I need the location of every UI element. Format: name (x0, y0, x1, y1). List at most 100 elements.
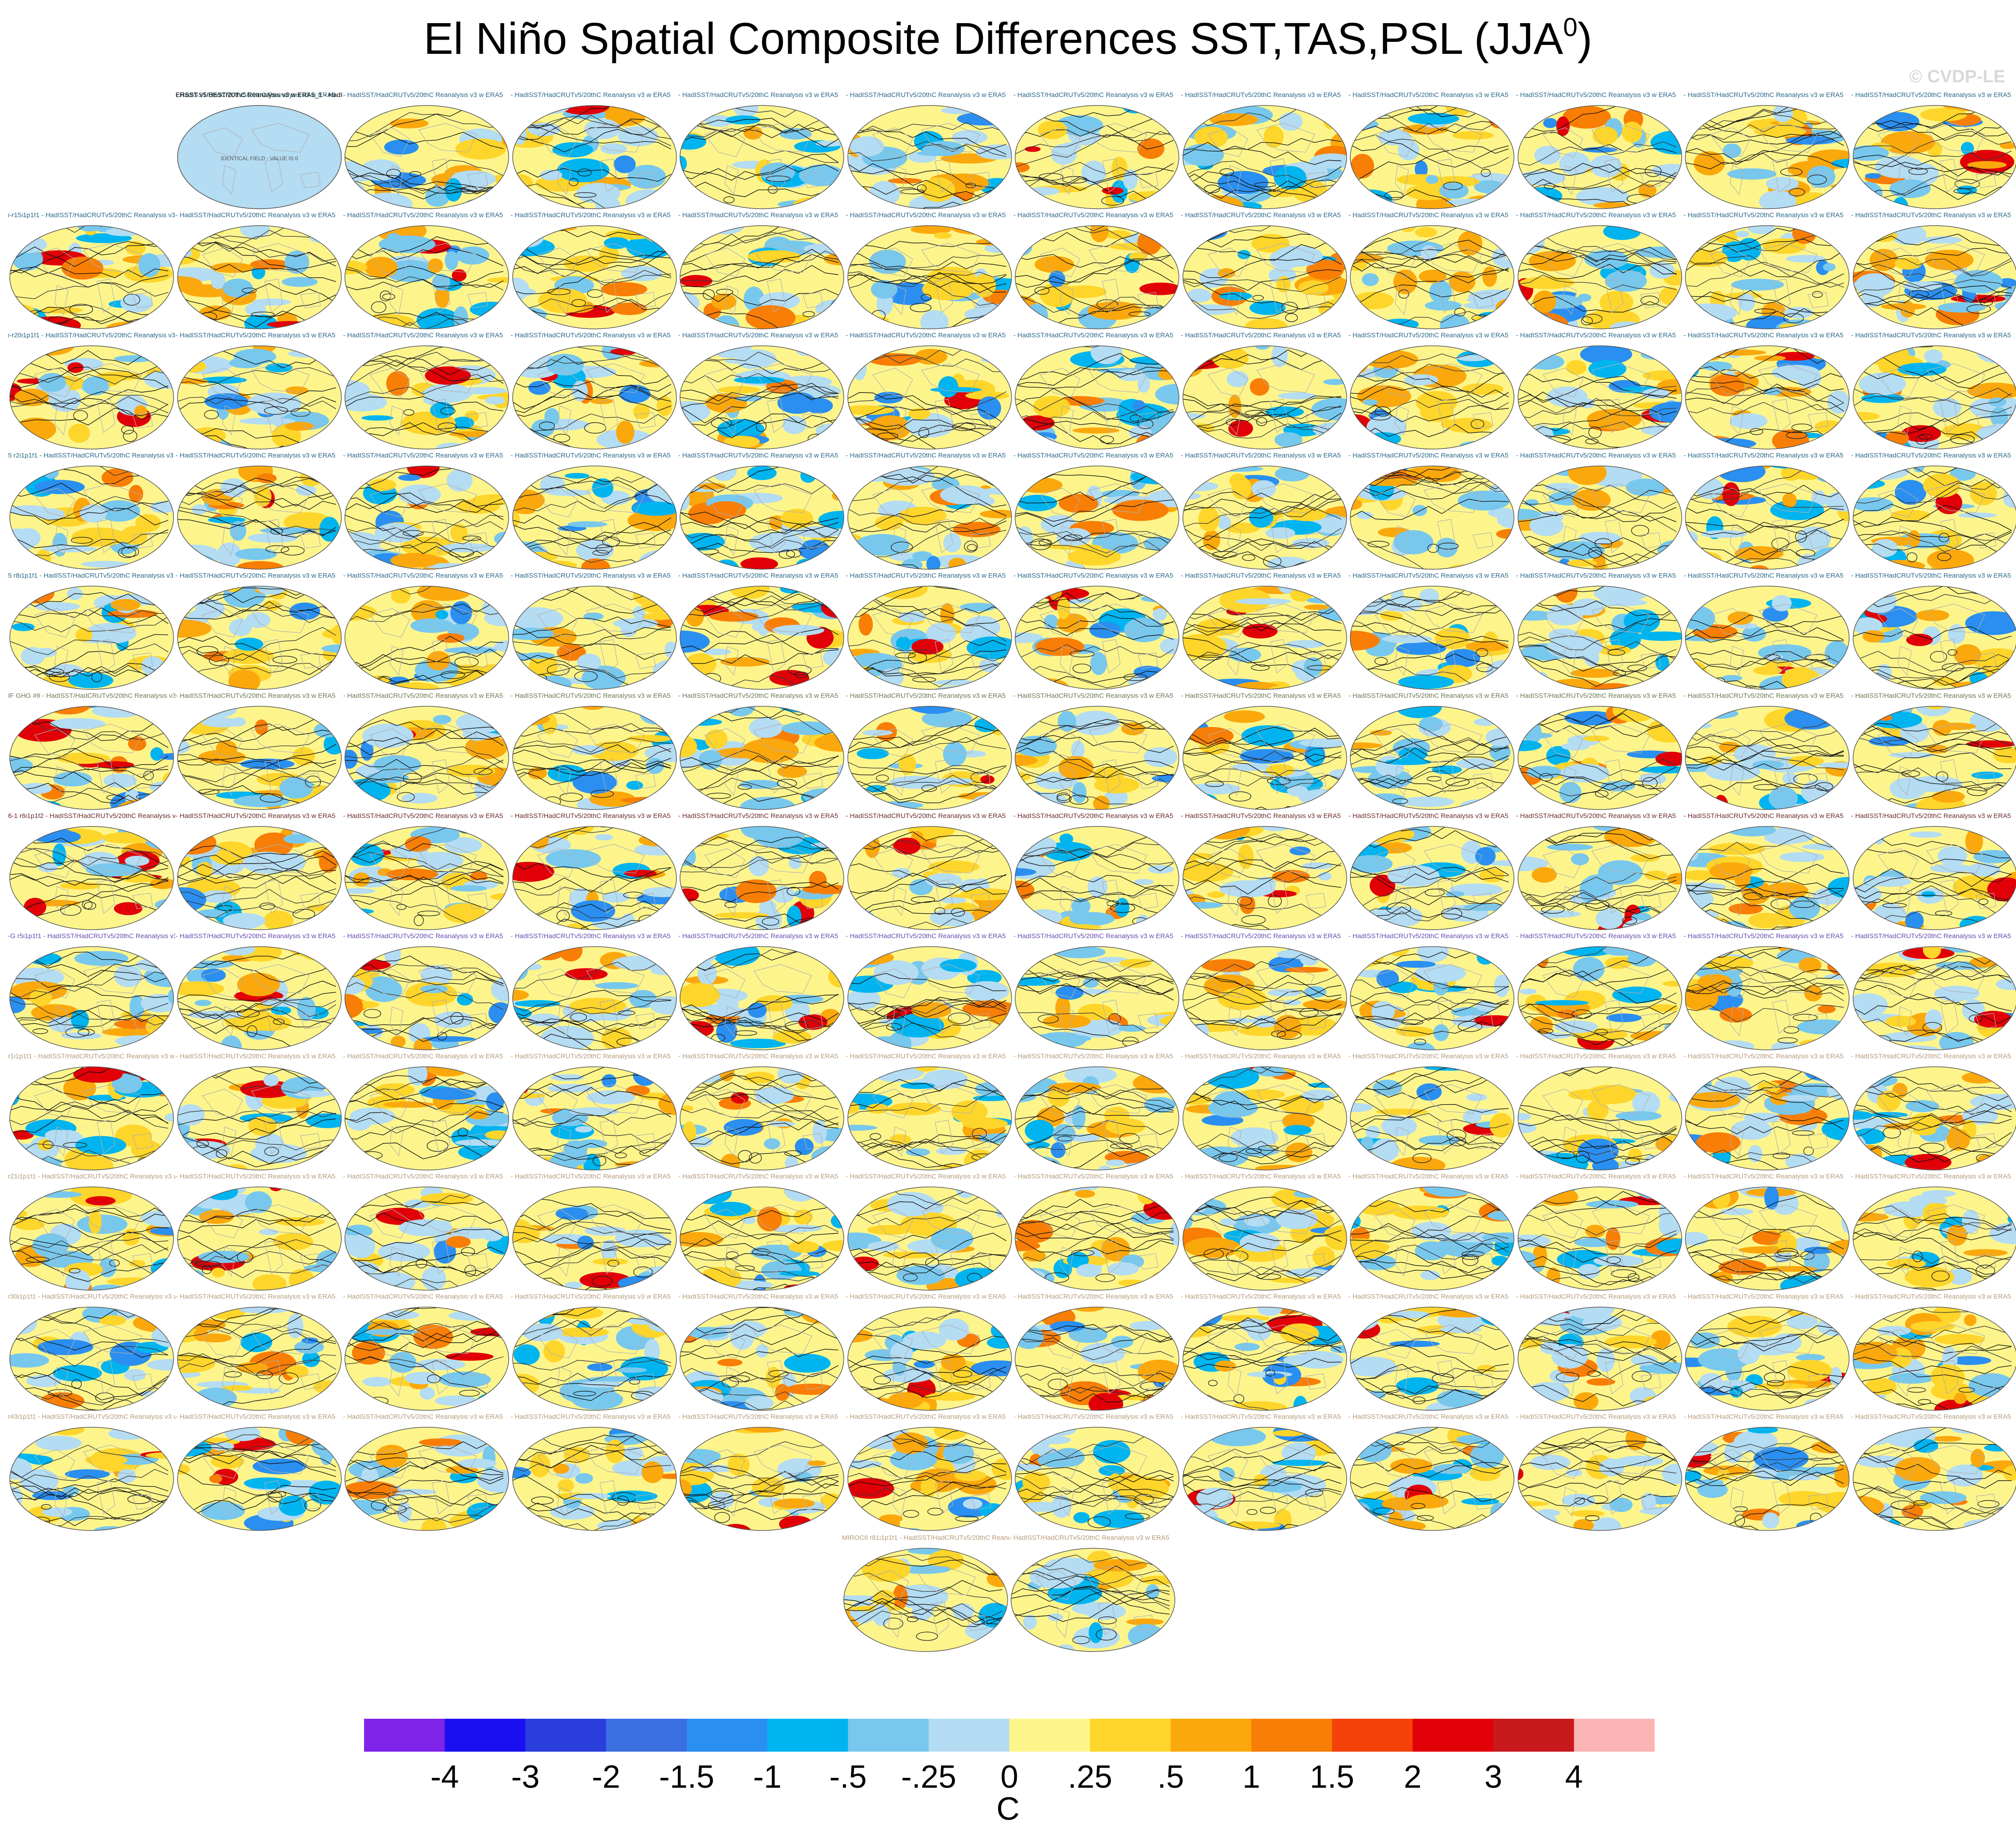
panel-label: - HadISST/HadCRUTv5/20thC Reanalysis v3 … (1516, 333, 1676, 339)
global-map (512, 345, 677, 449)
global-map (1685, 586, 1850, 690)
panel-label: - HadISST/HadCRUTv5/20thC Reanalysis v3 … (1684, 1294, 1844, 1300)
map-panel: r1i1p1f1 - HadISST/HadCRUTv5/20thC Reana… (8, 1054, 175, 1172)
panel-label: - HadISST/HadCRUTv5/20thC Reanalysis v3 … (1181, 93, 1341, 99)
global-map (1852, 1066, 2016, 1170)
map-panel: - HadISST/HadCRUTv5/20thC Reanalysis v3 … (511, 934, 678, 1052)
global-map (344, 1307, 509, 1411)
map-panel: - HadISST/HadCRUTv5/20thC Reanalysis v3 … (1684, 934, 1851, 1052)
global-map (344, 1066, 509, 1170)
global-map (344, 706, 509, 810)
map-panel: - HadISST/HadCRUTv5/20thC Reanalysis v3 … (1013, 333, 1181, 451)
global-map (1015, 946, 1179, 1050)
global-map (1685, 946, 1850, 1050)
global-map (680, 105, 844, 209)
map-panel: - HadISST/HadCRUTv5/20thC Reanalysis v3 … (1684, 693, 1851, 812)
colorbar-swatch (928, 1719, 1010, 1752)
panel-label: - HadISST/HadCRUTv5/20thC Reanalysis v3 … (1181, 693, 1341, 700)
map-panel: - HadISST/HadCRUTv5/20thC Reanalysis v3 … (176, 1294, 343, 1413)
panel-label: - HadISST/HadCRUTv5/20thC Reanalysis v3 … (1684, 1414, 1844, 1421)
map-panel: - HadISST/HadCRUTv5/20thC Reanalysis v3 … (1684, 814, 1851, 932)
colorbar-tick-label: 1.5 (1309, 1759, 1355, 1795)
panel-label: - HadISST/HadCRUTv5/20thC Reanalysis v3 … (846, 1414, 1006, 1421)
map-panel: - HadISST/HadCRUTv5/20thC Reanalysis v3 … (1181, 213, 1348, 331)
panel-label: - HadISST/HadCRUTv5/20thC Reanalysis v3 … (510, 1054, 671, 1060)
panel-label: - HadISST/HadCRUTv5/20thC Reanalysis v3 … (343, 1294, 503, 1300)
global-map (512, 586, 677, 690)
panel-label: - HadISST/HadCRUTv5/20thC Reanalysis v3 … (175, 1294, 336, 1300)
map-panel: - HadISST/HadCRUTv5/20thC Reanalysis v3 … (1851, 1054, 2016, 1172)
colorbar-unit: C (996, 1791, 1020, 1827)
global-map (1517, 826, 1682, 930)
global-map (1517, 225, 1682, 329)
map-panel: - HadISST/HadCRUTv5/20thC Reanalysis v3 … (846, 693, 1013, 812)
global-map (1852, 1427, 2016, 1531)
map-panel: - HadISST/HadCRUTv5/20thC Reanalysis v3 … (511, 693, 678, 812)
map-panel: - HadISST/HadCRUTv5/20thC Reanalysis v3 … (846, 333, 1013, 451)
map-panel: - HadISST/HadCRUTv5/20thC Reanalysis v3 … (1851, 1174, 2016, 1292)
map-panel: - HadISST/HadCRUTv5/20thC Reanalysis v3 … (678, 453, 846, 571)
panel-label: - HadISST/HadCRUTv5/20thC Reanalysis v3 … (175, 93, 336, 99)
global-map (344, 586, 509, 690)
map-panel: - HadISST/HadCRUTv5/20thC Reanalysis v3 … (846, 1174, 1013, 1292)
map-panel: - HadISST/HadCRUTv5/20thC Reanalysis v3 … (1181, 1174, 1348, 1292)
map-panel: - HadISST/HadCRUTv5/20thC Reanalysis v3 … (1013, 934, 1181, 1052)
panel-label: - HadISST/HadCRUTv5/20thC Reanalysis v3 … (1684, 934, 1844, 940)
colorbar-swatch (848, 1719, 929, 1752)
map-panel: - HadISST/HadCRUTv5/20thC Reanalysis v3 … (343, 93, 510, 211)
global-map (680, 946, 844, 1050)
panel-label: - HadISST/HadCRUTv5/20thC Reanalysis v3 … (343, 1054, 503, 1060)
map-panel: - HadISST/HadCRUTv5/20thC Reanalysis v3 … (678, 1054, 846, 1172)
map-panel: - HadISST/HadCRUTv5/20thC Reanalysis v3 … (1348, 934, 1516, 1052)
global-map (1517, 466, 1682, 570)
panel-label: - HadISST/HadCRUTv5/20thC Reanalysis v3 … (1013, 1174, 1174, 1180)
global-map (1685, 706, 1850, 810)
global-map (1015, 1307, 1179, 1411)
panel-label: - HadISST/HadCRUTv5/20thC Reanalysis v3 … (1684, 333, 1844, 339)
global-map (1852, 1307, 2016, 1411)
panel-label: - HadISST/HadCRUTv5/20thC Reanalysis v3 … (678, 934, 838, 940)
map-panel: - HadISST/HadCRUTv5/20thC Reanalysis v3 … (1013, 93, 1181, 211)
map-panel: - HadISST/HadCRUTv5/20thC Reanalysis v3 … (678, 1294, 846, 1413)
global-map: IDENTICAL FIELD - VALUE IS 0 (177, 105, 342, 209)
global-map (847, 466, 1012, 570)
global-map (1182, 1307, 1347, 1411)
map-panel: - HadISST/HadCRUTv5/20thC Reanalysis v3 … (176, 1054, 343, 1172)
global-map (680, 225, 844, 329)
colorbar-swatch (1090, 1719, 1171, 1752)
map-panel: - HadISST/HadCRUTv5/20thC Reanalysis v3 … (511, 333, 678, 451)
map-panel: - HadISST/HadCRUTv5/20thC Reanalysis v3 … (511, 814, 678, 932)
colorbar-tick-label: 4 (1565, 1759, 1583, 1795)
panel-label: - HadISST/HadCRUTv5/20thC Reanalysis v3 … (510, 1294, 671, 1300)
global-map (1685, 1307, 1850, 1411)
panel-label: - HadISST/HadCRUTv5/20thC Reanalysis v3 … (510, 1174, 671, 1180)
colorbar-tick-label: 0 (1000, 1759, 1019, 1795)
map-panel: - HadISST/HadCRUTv5/20thC Reanalysis v3 … (511, 1174, 678, 1292)
colorbar-tick-label: .5 (1157, 1759, 1184, 1795)
global-map (9, 225, 174, 329)
global-map (847, 1066, 1012, 1170)
global-map (1350, 105, 1514, 209)
global-map (344, 1427, 509, 1531)
map-panel: - HadISST/HadCRUTv5/20thC Reanalysis v3 … (1181, 333, 1348, 451)
panel-label: - HadISST/HadCRUTv5/20thC Reanalysis v3 … (678, 1414, 838, 1421)
map-panel: - HadISST/HadCRUTv5/20thC Reanalysis v3 … (678, 213, 846, 331)
map-panel: - HadISST/HadCRUTv5/20thC Reanalysis v3 … (1181, 1414, 1348, 1533)
map-panel: - HadISST/HadCRUTv5/20thC Reanalysis v3 … (343, 213, 510, 331)
global-map (1350, 946, 1514, 1050)
panel-grid: - HadISST/HadCRUTv5/20thC Reanalysis v3 … (8, 93, 2016, 1652)
map-panel: - HadISST/HadCRUTv5/20thC Reanalysis v3 … (176, 934, 343, 1052)
panel-label: - HadISST/HadCRUTv5/20thC Reanalysis v3 … (678, 1294, 838, 1300)
title-text: El Niño Spatial Composite Differences SS… (424, 14, 1563, 64)
global-map (847, 225, 1012, 329)
global-map (512, 1066, 677, 1170)
map-panel: - HadISST/HadCRUTv5/20thC Reanalysis v3 … (1516, 693, 1684, 812)
global-map (9, 1186, 174, 1291)
global-map (9, 706, 174, 810)
panel-label: - HadISST/HadCRUTv5/20thC Reanalysis v3 … (1013, 1054, 1174, 1060)
panel-label: - HadISST/HadCRUTv5/20thC Reanalysis v3 … (343, 93, 503, 99)
panel-label: - HadISST/HadCRUTv5/20thC Reanalysis v3 … (1851, 1174, 2011, 1180)
colorbar-swatch (1574, 1719, 1655, 1752)
panel-label: - HadISST/HadCRUTv5/20thC Reanalysis v3 … (175, 1414, 336, 1421)
global-map (1350, 466, 1514, 570)
